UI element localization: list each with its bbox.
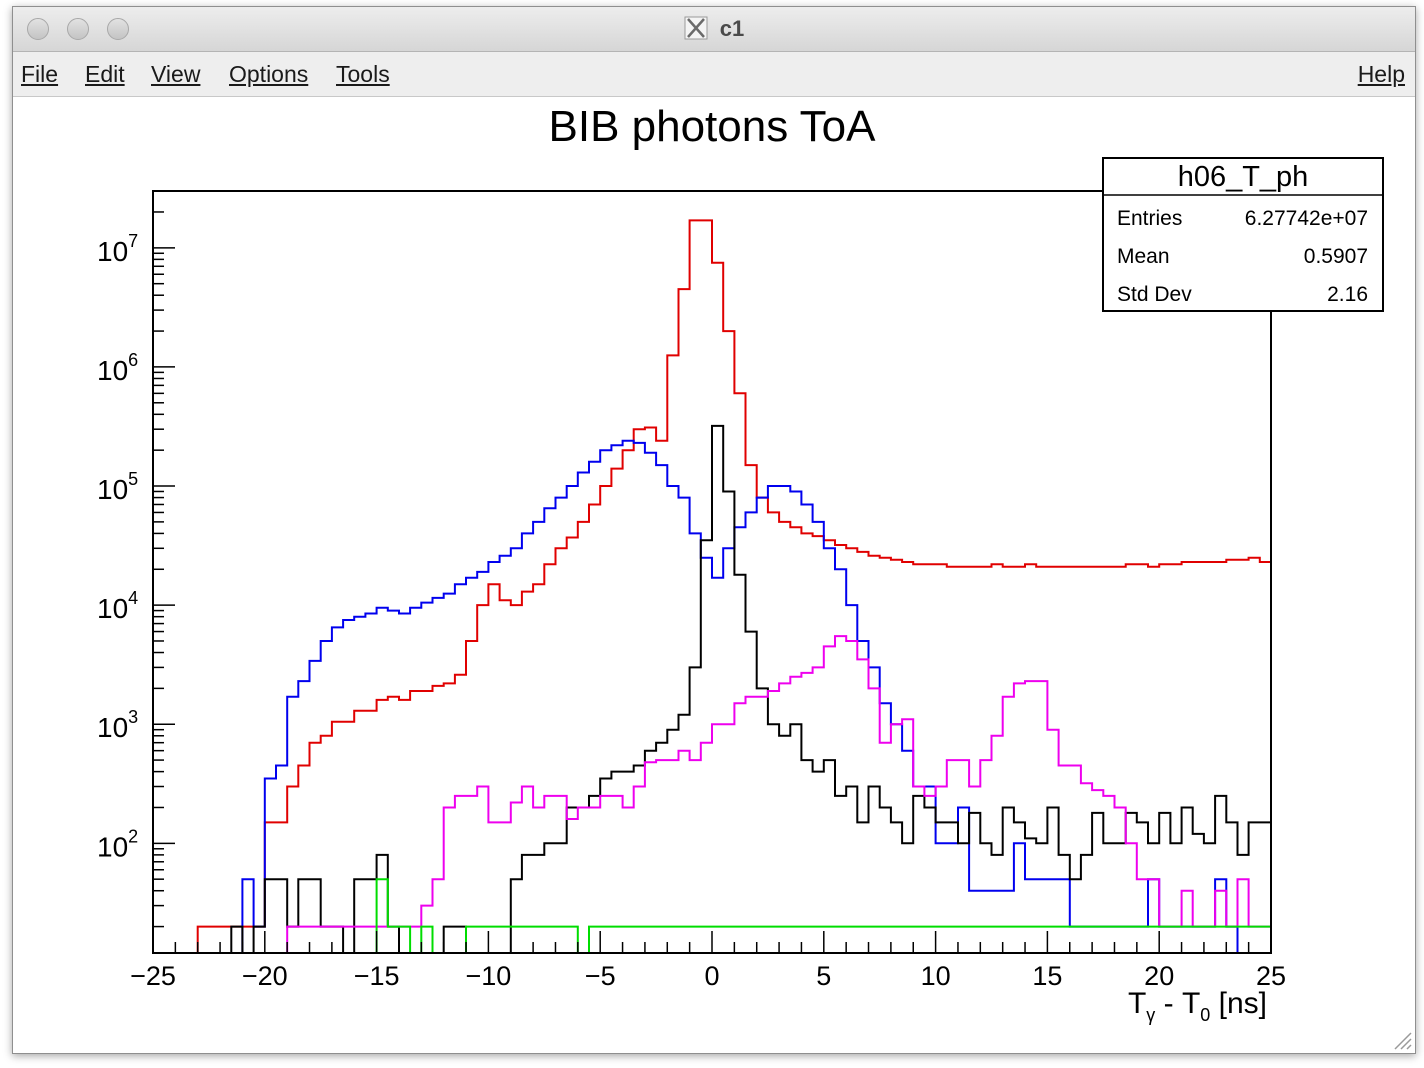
- menu-options[interactable]: Options: [229, 61, 308, 88]
- histogram-series-1: [153, 441, 1260, 953]
- y-tick-label: 105: [97, 469, 138, 505]
- menu-edit[interactable]: Edit: [85, 61, 125, 88]
- stats-stddev-value: 2.16: [1327, 283, 1368, 306]
- stats-entries-value: 6.27742e+07: [1245, 207, 1368, 230]
- menu-file[interactable]: File: [21, 61, 58, 88]
- y-tick-label: 102: [97, 826, 138, 862]
- resize-grip-icon[interactable]: [1389, 1027, 1413, 1051]
- y-tick-label: 103: [97, 707, 138, 743]
- menu-view-label: View: [151, 61, 200, 87]
- x-tick-label: 15: [1032, 961, 1062, 991]
- x-tick-label: −25: [130, 961, 176, 991]
- x-tick-label: 0: [704, 961, 719, 991]
- chart-title: BIB photons ToA: [549, 102, 877, 151]
- window-title-group: c1: [13, 16, 1415, 42]
- menu-help-label: Help: [1358, 61, 1405, 87]
- window-title: c1: [720, 16, 744, 41]
- y-tick-label: 106: [97, 350, 138, 386]
- menu-edit-label: Edit: [85, 61, 125, 87]
- menu-bar: File Edit View Options Tools Help: [13, 52, 1415, 97]
- menu-tools[interactable]: Tools: [336, 61, 390, 88]
- menu-file-label: File: [21, 61, 58, 87]
- title-bar: c1: [13, 7, 1415, 52]
- x11-icon: [684, 16, 708, 40]
- y-tick-label: 104: [97, 588, 138, 624]
- stats-box: h06_T_ph Entries 6.27742e+07 Mean 0.5907…: [1103, 158, 1383, 311]
- menu-options-label: Options: [229, 61, 308, 87]
- x-tick-label: −20: [242, 961, 288, 991]
- x-tick-label: −5: [585, 961, 616, 991]
- root-canvas[interactable]: BIB photons ToA −25 −20 −15 −10 −5 0 5 10 15 20 25…: [13, 97, 1415, 1053]
- stats-mean-value: 0.5907: [1304, 245, 1368, 268]
- stats-histogram-name: h06_T_ph: [1178, 161, 1309, 193]
- stats-mean-label: Mean: [1117, 245, 1170, 268]
- root-window: c1 File Edit View Options Tools Help BIB…: [12, 6, 1416, 1054]
- stats-entries-label: Entries: [1117, 207, 1182, 230]
- x-tick-label: −15: [354, 961, 400, 991]
- menu-view[interactable]: View: [151, 61, 200, 88]
- series-layer: [153, 220, 1271, 953]
- x-tick-label: 10: [921, 961, 951, 991]
- x-axis-label: Tγ - T0 [ns]: [1128, 987, 1267, 1025]
- menu-help[interactable]: Help: [1358, 61, 1405, 88]
- histogram-series-2: [153, 426, 1271, 953]
- x-tick-label: 5: [816, 961, 831, 991]
- y-axis: 102 103 104 105 106 107: [97, 191, 175, 927]
- x-tick-label: −10: [465, 961, 511, 991]
- histogram-plot: BIB photons ToA −25 −20 −15 −10 −5 0 5 10 15 20 25…: [13, 97, 1415, 1053]
- menu-tools-label: Tools: [336, 61, 390, 87]
- y-tick-label: 107: [97, 231, 138, 267]
- x-axis: −25 −20 −15 −10 −5 0 5 10 15 20 25: [130, 931, 1286, 991]
- stats-stddev-label: Std Dev: [1117, 283, 1192, 306]
